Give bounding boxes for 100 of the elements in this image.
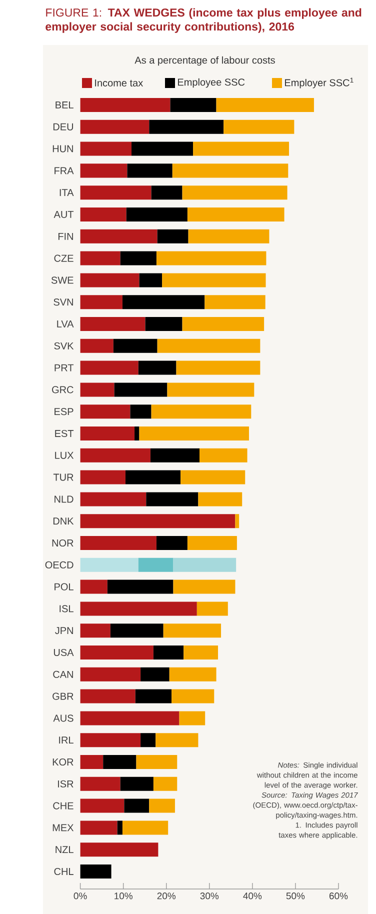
legend-label: Income tax xyxy=(95,80,143,86)
y-tick-label: CAN xyxy=(53,670,73,678)
bar xyxy=(126,207,188,222)
bar xyxy=(149,120,224,134)
y-tick-label: POL xyxy=(54,583,74,590)
y-tick-label: SVN xyxy=(54,298,73,306)
bar xyxy=(80,536,156,550)
bar xyxy=(120,251,156,266)
bar xyxy=(200,448,248,462)
bar xyxy=(80,558,138,572)
bar xyxy=(124,798,150,813)
chart-subtitle: As a percentage of labour costs xyxy=(134,56,275,66)
y-tick-label: GBR xyxy=(52,692,74,700)
bar xyxy=(179,711,206,726)
x-tick-label: 30% xyxy=(200,892,219,900)
bar xyxy=(103,754,136,770)
y-tick-label: NLD xyxy=(54,496,74,503)
bar xyxy=(139,426,249,441)
bar xyxy=(80,295,122,310)
bar xyxy=(80,470,126,484)
bar xyxy=(173,580,236,594)
bar xyxy=(151,186,182,200)
y-tick-label: SWE xyxy=(51,276,74,284)
bar xyxy=(80,448,150,462)
bar xyxy=(182,186,288,200)
y-tick-label: FRA xyxy=(54,167,74,174)
y-tick-label: AUT xyxy=(54,211,74,218)
bar xyxy=(153,645,184,660)
x-tick-label: 40% xyxy=(243,892,262,900)
bar xyxy=(149,798,175,813)
bar xyxy=(172,164,288,178)
bar xyxy=(156,733,198,748)
bar xyxy=(184,645,218,660)
y-tick-label: AUS xyxy=(53,714,74,722)
bar xyxy=(117,820,122,835)
bar xyxy=(113,338,158,353)
bar xyxy=(136,754,178,770)
bar xyxy=(156,251,266,266)
bar xyxy=(80,186,152,200)
bar xyxy=(80,820,118,835)
bar xyxy=(80,120,150,134)
bar xyxy=(80,667,141,682)
bar xyxy=(80,842,158,857)
bar xyxy=(80,864,112,879)
y-tick-label: DNK xyxy=(53,518,74,525)
bar xyxy=(80,273,140,288)
bar xyxy=(173,558,236,572)
y-tick-label: ISR xyxy=(58,780,74,788)
y-tick-label: PRT xyxy=(54,364,74,372)
bar xyxy=(80,624,110,638)
y-tick-label: TUR xyxy=(53,474,74,481)
bar xyxy=(80,711,180,726)
bar xyxy=(80,360,138,375)
bar xyxy=(140,733,156,748)
y-tick-label: CZE xyxy=(54,254,74,262)
bar xyxy=(107,580,174,594)
bar xyxy=(163,624,222,638)
y-tick-label: ITA xyxy=(60,189,74,196)
bar xyxy=(80,382,114,397)
bar xyxy=(204,295,266,310)
bar xyxy=(156,536,188,550)
bar xyxy=(130,404,152,419)
bar xyxy=(122,820,168,835)
bar xyxy=(114,382,168,397)
bar xyxy=(187,536,237,550)
y-tick-label: EST xyxy=(55,430,74,438)
legend-label: Employee SSC xyxy=(178,78,245,88)
y-tick-label: OECD xyxy=(45,561,74,568)
bar xyxy=(176,360,260,375)
bar xyxy=(80,426,135,441)
x-tick-label: 60% xyxy=(329,892,348,900)
bar xyxy=(187,207,284,222)
x-tick-label: 0% xyxy=(74,892,87,900)
bar xyxy=(80,580,108,594)
bar xyxy=(125,470,181,484)
bar xyxy=(134,426,140,441)
y-tick-label: GRC xyxy=(52,386,74,394)
bar xyxy=(157,229,188,244)
bar xyxy=(80,142,132,156)
y-tick-label: FIN xyxy=(58,232,73,240)
y-tick-label: BEL xyxy=(56,102,74,108)
bar xyxy=(135,689,172,704)
y-tick-label: NZL xyxy=(56,846,74,854)
bar xyxy=(146,492,198,506)
y-tick-label: LUX xyxy=(55,452,74,459)
bar xyxy=(162,273,266,288)
bar xyxy=(216,98,314,112)
bar xyxy=(80,514,236,528)
y-tick-label: USA xyxy=(54,648,74,656)
bar xyxy=(80,316,146,332)
bar xyxy=(80,798,124,813)
bar xyxy=(122,295,205,310)
y-tick-label: ISL xyxy=(60,605,74,612)
x-tick-label: 10% xyxy=(114,892,132,900)
bar xyxy=(80,602,197,616)
bar xyxy=(138,360,176,375)
bar xyxy=(120,776,154,791)
bar xyxy=(196,602,228,616)
bar xyxy=(80,98,170,112)
bar xyxy=(145,316,182,332)
